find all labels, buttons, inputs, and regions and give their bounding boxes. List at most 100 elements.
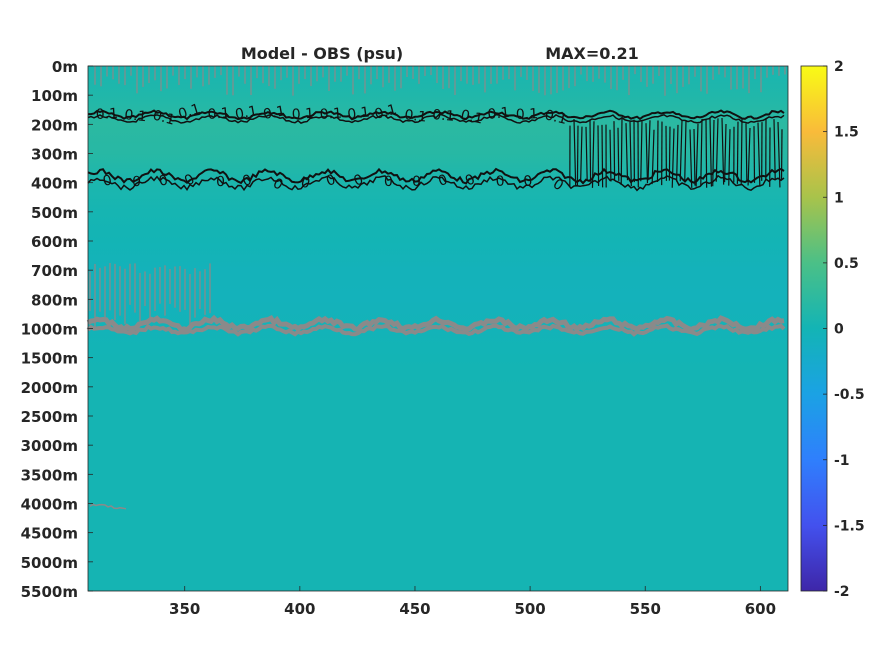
contour-line-cluster — [753, 126, 756, 183]
contour-label: 0.1 — [207, 105, 231, 123]
contour-line-cluster — [740, 118, 743, 186]
contour-line-cluster — [625, 123, 629, 181]
colorbar-gradient — [800, 65, 828, 592]
contour-line-cluster — [721, 117, 725, 185]
contour-line-cluster — [671, 128, 675, 188]
contour-line-cluster — [777, 121, 781, 188]
contour-line-1000m — [86, 314, 785, 334]
contour-line-cluster — [576, 125, 579, 186]
colorbar-tick-label: -2 — [834, 584, 850, 600]
contour-line-cluster — [656, 120, 659, 182]
contour-label: 0 — [523, 173, 534, 190]
x-tick-label: 400 — [284, 600, 315, 618]
contour-line-cluster — [597, 125, 600, 186]
contour-label: 0 — [101, 172, 113, 190]
contour-label: 0.1 — [347, 104, 371, 123]
y-axis: 0m 100m 200m 300m 400m 500m 600m 700m 800m 1000m 1… — [21, 58, 93, 601]
contour-label: 0.1 — [95, 106, 118, 123]
contour-line-cluster — [747, 127, 751, 186]
contour-line-cluster — [647, 120, 651, 181]
contour-label: 0.1 — [262, 103, 287, 123]
contour-line-cluster — [712, 120, 715, 187]
y-tick-label: 5500m — [21, 583, 78, 601]
contour-line-cluster — [676, 124, 679, 182]
contour-line-cluster — [601, 124, 604, 188]
y-tick-label: 3500m — [21, 466, 78, 484]
contour-label: 0 — [384, 174, 393, 190]
max-annotation: MAX=0.21 — [545, 44, 639, 63]
contour-label: 0.1 — [291, 106, 314, 123]
contour-label: 0.1 — [176, 101, 202, 123]
contour-label: 0 — [495, 173, 505, 190]
contour-line-cluster — [705, 119, 708, 188]
contour-label: 0.1 — [487, 105, 511, 123]
contour-line-0.1 — [88, 109, 785, 121]
contour-line-cluster — [591, 121, 595, 188]
contour-label: 0.1 — [516, 106, 539, 123]
colorbar-tick-label: 0 — [834, 322, 844, 338]
chart-title: Model - OBS (psu) — [241, 44, 403, 63]
contour-label: 0 — [157, 172, 169, 190]
x-axis: 350 400 450 500 550 600 — [169, 586, 776, 618]
contour-line-cluster — [640, 121, 643, 182]
contour-line-cluster — [668, 126, 671, 181]
contour-line-cluster — [757, 122, 761, 186]
contour-line-cluster — [613, 121, 616, 181]
contour-line-cluster — [609, 129, 612, 182]
y-tick-label: 0m — [52, 58, 78, 76]
contour-line-cluster — [617, 127, 620, 181]
contour-line-0 — [87, 167, 785, 185]
contour-label: 0 — [299, 174, 312, 192]
contour-line-cluster — [645, 123, 649, 184]
contour-line-cluster — [651, 129, 655, 185]
x-tick-label: 350 — [169, 600, 200, 618]
contour-label: 0 — [132, 174, 141, 190]
contour-line-4000m — [89, 503, 127, 510]
x-tick-label: 600 — [745, 600, 776, 618]
contour-line-cluster — [723, 123, 727, 183]
colorbar-tick-label: 1.5 — [834, 125, 859, 141]
contour-label: 0.1 — [151, 107, 177, 128]
contour-line-cluster — [573, 118, 577, 187]
y-tick-label: 2500m — [21, 408, 78, 426]
contour-label: 0.1 — [432, 107, 456, 125]
contour-label: 0.1 — [319, 105, 342, 123]
contour-label: 0 — [241, 172, 254, 190]
y-tick-label: 800m — [31, 291, 78, 309]
contour-line-cluster — [589, 119, 592, 182]
y-tick-label: 500m — [31, 204, 78, 222]
colorbar: -2 -1.5 -1 -0.5 0 0.5 1 1.5 2 — [800, 59, 865, 600]
contour-line-cluster — [700, 118, 703, 187]
contour-line-cluster — [736, 121, 739, 184]
contour-label: 0.1 — [373, 102, 399, 123]
y-tick-label: 100m — [31, 87, 78, 105]
colorbar-tick-label: -1.5 — [834, 518, 865, 534]
y-tick-label: 1500m — [21, 350, 78, 368]
contour-line-0.1 — [87, 113, 785, 124]
contour-line-cluster — [695, 123, 699, 187]
contour-line-cluster — [580, 126, 583, 181]
y-tick-label: 4500m — [21, 525, 78, 543]
y-tick-label: 3000m — [21, 437, 78, 455]
x-tick-label: 500 — [514, 600, 545, 618]
colorbar-ticks: -2 -1.5 -1 -0.5 0 0.5 1 1.5 2 — [823, 59, 865, 600]
contour-line-cluster — [684, 120, 687, 183]
contour-label: 0.1 — [404, 107, 428, 126]
contour-line-cluster — [693, 128, 696, 186]
y-tick-label: 2000m — [21, 379, 78, 397]
contour-line-cluster — [689, 129, 693, 188]
colorbar-tick-label: -1 — [834, 453, 850, 469]
x-tick-label: 450 — [399, 600, 430, 618]
contour-label: 0.1 — [234, 103, 259, 123]
contour-line-cluster — [773, 119, 776, 181]
x-tick-label: 550 — [630, 600, 661, 618]
y-tick-label: 5000m — [21, 554, 78, 572]
contour-line-cluster — [620, 118, 623, 185]
y-tick-label: 300m — [31, 146, 78, 164]
y-tick-label: 700m — [31, 262, 78, 280]
colorbar-tick-label: 0.5 — [834, 256, 859, 272]
contour-line-cluster — [728, 129, 731, 186]
contour-line-cluster — [715, 118, 719, 182]
contour-label: 0.1 — [124, 107, 148, 125]
